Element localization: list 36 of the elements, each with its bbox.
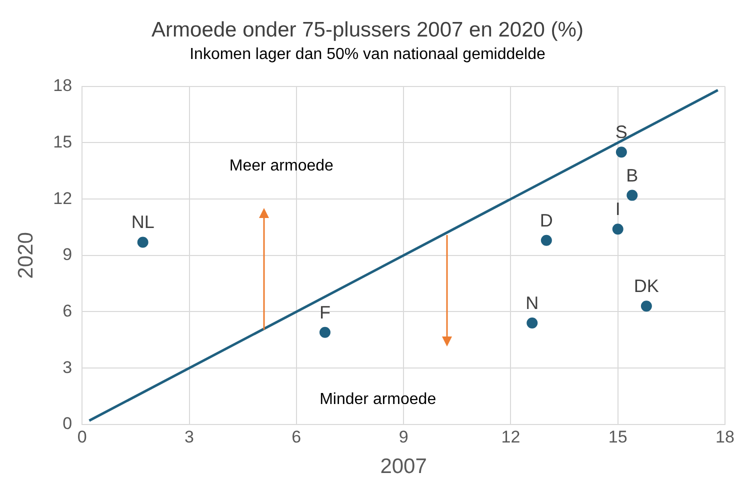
y-tick-label: 3 <box>62 358 72 377</box>
y-tick-label: 6 <box>62 301 72 320</box>
x-tick-label: 0 <box>77 427 87 446</box>
y-tick-label: 18 <box>53 76 72 96</box>
series-label: S <box>615 122 628 142</box>
y-tick-label: 0 <box>62 414 72 434</box>
x-tick-label: 18 <box>716 427 734 446</box>
series-label: D <box>540 210 553 230</box>
annotation: Minder armoede <box>320 390 436 408</box>
y-tick-label: 9 <box>62 245 72 264</box>
x-tick-label: 6 <box>292 427 302 446</box>
x-tick-label: 9 <box>398 427 408 446</box>
point <box>540 234 552 246</box>
x-tick-label: 3 <box>184 427 194 446</box>
y-tick-label: 15 <box>53 132 72 152</box>
point <box>612 224 624 235</box>
x-tick-label: 12 <box>501 427 520 446</box>
point <box>319 326 330 338</box>
point <box>526 318 538 328</box>
x-tick-label: 15 <box>608 427 628 446</box>
chart-subtitle: Inkomen lager dan 50% van nationaal gemiddelde <box>190 46 546 64</box>
series-label: N <box>526 292 539 313</box>
y-tick-label: 12 <box>53 188 72 208</box>
point <box>640 300 652 312</box>
annotation: Meer armoede <box>229 158 334 175</box>
series-label: DK <box>634 276 659 296</box>
series-label: I <box>615 199 620 220</box>
series-label: NL <box>131 212 154 232</box>
chart-title: Armoede onder 75-plussers 2007 en 2020 (%) <box>152 18 584 42</box>
y-axis-title: 2020 <box>14 232 38 279</box>
point <box>616 146 627 158</box>
series-label: B <box>626 165 638 186</box>
x-axis-title: 2007 <box>380 455 427 478</box>
series-label: F <box>319 302 330 322</box>
point <box>137 236 148 248</box>
point <box>626 190 638 201</box>
